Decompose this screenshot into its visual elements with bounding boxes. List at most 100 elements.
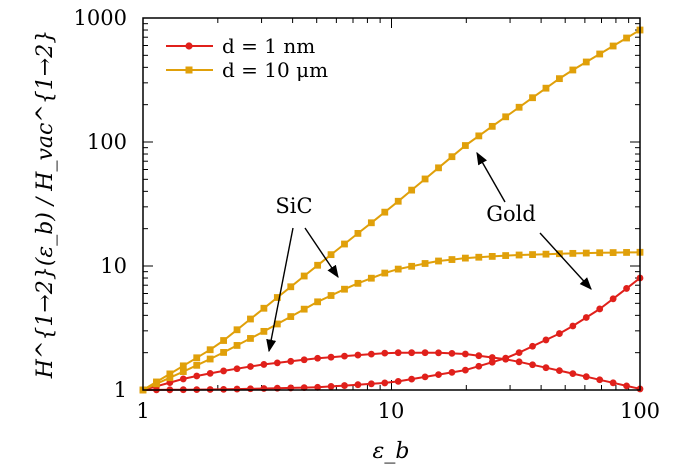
data-point [609, 249, 617, 256]
data-point [542, 250, 550, 258]
data-point [556, 330, 563, 337]
x-tick-label-10: 10 [378, 399, 405, 423]
data-point [475, 362, 483, 370]
data-point [247, 315, 254, 323]
legend-label-1nm: d = 1 nm [222, 34, 315, 58]
data-point [287, 357, 295, 365]
data-point [582, 373, 590, 381]
data-point [542, 336, 550, 344]
data-point [435, 164, 442, 172]
data-point [515, 349, 523, 357]
data-point [327, 251, 335, 259]
data-point [542, 364, 550, 372]
data-point [247, 363, 254, 370]
data-point [166, 370, 174, 378]
x-tick-label-1: 1 [136, 399, 149, 423]
data-point [529, 94, 536, 102]
data-point [260, 327, 268, 335]
series-sic-1nm [139, 349, 644, 394]
series-gold-1nm [139, 274, 644, 394]
data-point [502, 113, 510, 121]
data-point [488, 354, 496, 361]
data-point [623, 285, 630, 292]
annotation-sic: SiC [275, 194, 312, 218]
data-point [461, 366, 469, 374]
data-point [206, 346, 214, 354]
data-point [556, 367, 563, 375]
data-point [408, 186, 416, 194]
data-point [179, 368, 187, 375]
data-point [233, 342, 241, 349]
arrow-gold-to-1nm [539, 232, 592, 290]
y-tick-label-1: 1 [114, 378, 127, 402]
data-point [273, 359, 281, 367]
data-point [515, 251, 523, 259]
data-point [367, 219, 375, 227]
data-point [542, 84, 550, 92]
data-point [435, 349, 442, 357]
data-point [488, 358, 496, 366]
data-point [502, 252, 510, 259]
data-point [287, 283, 295, 291]
data-point [408, 262, 416, 270]
data-point [529, 361, 536, 369]
data-point [179, 362, 187, 370]
data-point [327, 353, 335, 361]
data-point [327, 292, 335, 299]
data-point [354, 381, 362, 389]
data-point [220, 367, 227, 375]
y-tick-label-1000: 1000 [74, 6, 127, 30]
legend-marker-1nm [185, 42, 193, 50]
data-point [341, 240, 348, 248]
y-tick-label-100: 100 [87, 130, 127, 154]
data-point [354, 351, 362, 359]
data-point [448, 350, 456, 357]
data-point [394, 349, 402, 357]
data-point [247, 385, 254, 393]
data-point [260, 361, 268, 368]
data-point [461, 350, 469, 358]
series-line [142, 251, 641, 391]
data-point [193, 372, 201, 380]
data-point [394, 197, 402, 205]
data-point [367, 350, 375, 358]
data-point [260, 304, 268, 312]
data-point [623, 382, 630, 390]
arrow-gold-to-10um [476, 151, 506, 203]
data-point [448, 368, 456, 376]
data-point [582, 58, 590, 66]
plot-frame [142, 17, 641, 391]
data-point [408, 375, 416, 383]
data-point [596, 305, 604, 313]
data-point [341, 352, 348, 360]
legend-label-10um: d = 10 μm [222, 58, 328, 82]
data-point [502, 354, 510, 362]
data-point [166, 374, 174, 382]
data-point [327, 383, 335, 390]
data-point [582, 249, 590, 257]
data-point [233, 326, 241, 334]
arrow-sic-to-10um [304, 227, 339, 279]
data-point [596, 376, 604, 384]
data-point [273, 320, 281, 328]
data-point [153, 378, 160, 386]
data-point [421, 349, 429, 357]
series-gold-10um [139, 26, 644, 394]
data-point [421, 260, 429, 267]
data-point [220, 337, 227, 344]
data-point [623, 249, 630, 256]
data-point [488, 252, 496, 260]
data-point [287, 313, 295, 320]
data-point [179, 375, 187, 383]
data-point [341, 285, 348, 293]
data-point [623, 34, 630, 42]
x-tick-label-100: 100 [620, 399, 660, 423]
data-point [435, 371, 442, 379]
data-point [475, 352, 483, 360]
data-point [448, 153, 456, 161]
arrow-sic-to-1nm [266, 227, 294, 353]
annotation-arrows [266, 151, 592, 353]
data-point [461, 142, 469, 149]
annotation-gold: Gold [486, 202, 536, 226]
